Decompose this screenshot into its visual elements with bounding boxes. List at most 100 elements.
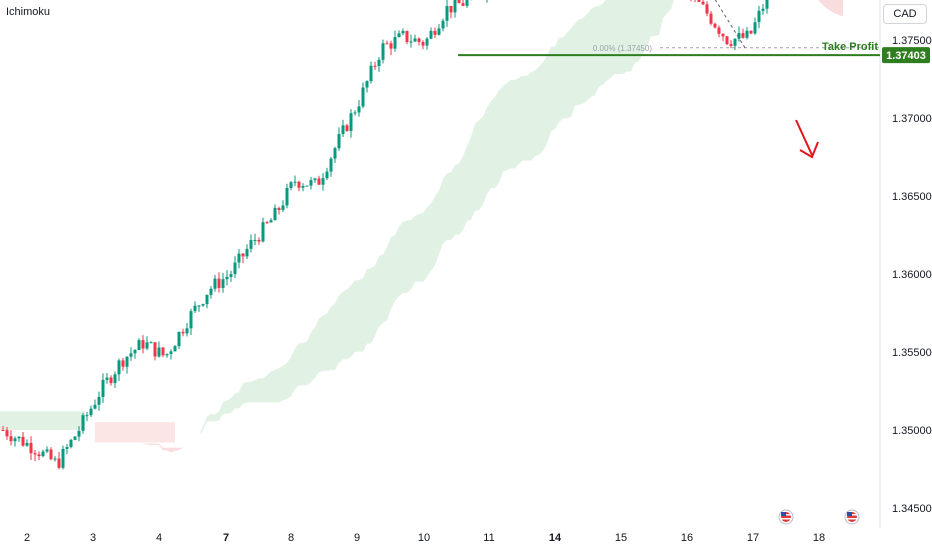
cloud-segment [335,295,339,370]
x-tick-label: 7 [223,532,229,544]
cloud-segment [519,75,523,164]
cloud-segment [499,86,503,183]
candle [93,404,97,409]
cloud-segment [663,0,667,19]
cloud-segment [451,165,455,241]
cloud-segment [231,393,235,413]
x-tick-label: 14 [549,532,562,544]
candle [329,158,333,172]
candle [429,30,433,39]
cloud-segment [399,221,403,297]
cloud-segment [339,291,343,363]
cloud-segment [835,0,839,16]
currency-button[interactable]: CAD [883,4,927,24]
us-flag-icon[interactable] [778,509,794,525]
cloud-segment [387,237,391,321]
candle [353,112,357,114]
cloud-segment [255,378,259,403]
candle [713,23,717,28]
cloud-segment [503,82,507,172]
cloud-segment [379,254,383,327]
candle [33,453,37,455]
cloud-segment [199,426,203,435]
candle [113,374,117,384]
candle [417,38,421,43]
candle [29,442,33,454]
candle [729,44,733,46]
candle [81,415,85,431]
cloud-segment [307,332,311,386]
candle [229,274,233,277]
cloud-segment [647,0,651,48]
cloud-segment [603,0,607,85]
candle [257,239,261,242]
candle [173,346,177,352]
cloud-segment [447,172,451,241]
cloud-segment [667,0,671,14]
cloud-segment [527,72,531,161]
take-profit-tag [882,47,930,64]
candle [293,181,297,183]
cloud-segment [627,0,631,72]
candle [413,38,417,42]
candle [425,38,429,46]
candle [193,305,197,312]
cloud-segment [643,0,647,54]
cloud-segment [423,207,427,282]
cloud-segment [591,6,595,97]
candle [457,0,461,4]
fib-label: 0.00% (1.37450) [593,44,652,53]
candle [401,30,405,34]
candle [465,0,469,6]
take-profit-tag-label: 1.37403 [886,50,926,62]
us-flag-icon[interactable] [844,509,860,525]
candle [393,37,397,49]
cloud-segment [507,79,511,171]
candle [85,415,89,417]
candle [337,134,341,149]
cloud-segment [283,362,287,401]
cloud-segment [639,0,643,62]
cloud-segment [147,443,151,446]
cloud-segment [515,77,519,169]
cloud-segment [547,46,551,144]
candle [133,349,137,354]
candle [333,148,337,159]
cloud-segment [195,434,199,438]
candle [45,449,49,452]
candle [381,43,385,60]
candle [157,347,161,357]
candle [405,30,409,42]
candle [5,430,9,437]
candle [345,125,349,131]
x-tick-label: 8 [288,532,294,544]
cloud-segment [267,371,271,403]
cloud-segment [351,280,355,357]
candle [701,1,705,5]
cloud-segment [443,173,447,244]
cloud-segment [175,447,179,451]
cloud-segment [655,0,659,37]
cloud-segment [471,124,475,220]
cloud-segment [219,401,223,421]
candle [121,360,125,367]
forecast-arrowhead [799,141,819,159]
candle [753,22,757,34]
candle [129,353,133,357]
cloud-segment [311,327,315,383]
candle [749,30,753,34]
candle [245,248,249,257]
cloud-segment [818,0,819,1]
cloud-segment [275,367,279,403]
x-tick-label: 11 [483,532,494,544]
candle [289,182,293,188]
take-profit-label: Take Profit [822,41,878,53]
cloud-segment [415,213,419,282]
cloud-segment [203,416,207,431]
candle [241,253,245,257]
cloud-segment [251,380,255,403]
candle [201,304,205,306]
x-tick-label: 18 [813,532,825,544]
cloud-segment [331,303,335,370]
cloud-segment [523,75,527,161]
